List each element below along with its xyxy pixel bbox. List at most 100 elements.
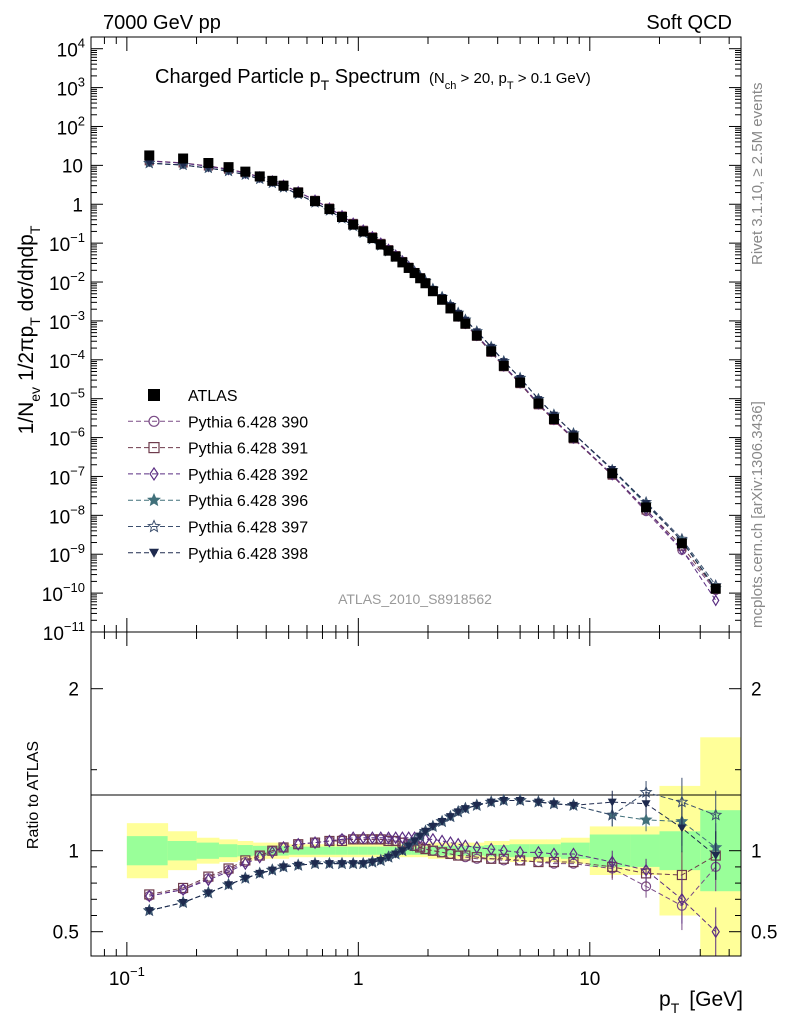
y-tick-label: 10−8: [49, 502, 85, 528]
ratio-point: [376, 831, 385, 845]
header-energy: 7000 GeV pp: [103, 12, 221, 34]
legend-marker: [147, 519, 161, 533]
atlas-point: [390, 251, 401, 262]
atlas-point: [375, 239, 386, 250]
atlas-point: [515, 377, 526, 388]
ratio-point: [203, 889, 213, 898]
legend-label: Pythia 6.428 396: [188, 493, 308, 510]
ratio-point: [204, 873, 213, 887]
ratio-point: [224, 865, 233, 879]
atlas-point: [403, 262, 414, 273]
ratio-y-tick-label-right: 0.5: [751, 923, 777, 944]
atlas-point: [533, 398, 544, 409]
green-band: [446, 845, 455, 856]
ratio-point: [436, 847, 448, 858]
green-band: [437, 845, 447, 856]
ratio-uncertainty-bands: [126, 737, 742, 956]
ratio-point: [445, 848, 456, 860]
green-band: [529, 844, 547, 858]
x-tick-label: 1: [353, 969, 364, 990]
legend-label: Pythia 6.428 391: [188, 441, 308, 458]
legend-label: Pythia 6.428 398: [188, 546, 308, 563]
atlas-point: [178, 153, 189, 164]
ratio-point: [384, 831, 393, 845]
green-band: [630, 834, 660, 867]
ratio-point: [240, 855, 251, 866]
ratio-point: [325, 834, 334, 848]
ratio-point: [709, 808, 723, 821]
legend-marker: [148, 415, 160, 427]
ratio-point: [337, 832, 347, 846]
main-plot-y-ticks: 10410310210110−110−210−310−410−510−610−7…: [42, 36, 741, 645]
ratio-y-tick-label: 0.5: [53, 923, 79, 944]
atlas-point: [358, 226, 369, 237]
ratio-point: [453, 808, 463, 817]
y-tick-label: 10−2: [49, 269, 85, 295]
green-band: [288, 846, 308, 855]
y-tick-label: 10−4: [49, 347, 85, 373]
ratio-point: [294, 837, 303, 851]
ratio-point: [404, 842, 414, 851]
atlas-point: [471, 330, 482, 341]
green-band: [384, 846, 393, 855]
green-band: [484, 845, 499, 857]
green-band: [306, 846, 323, 855]
ratio-point: [428, 832, 438, 846]
green-band: [376, 846, 386, 855]
atlas-point: [415, 273, 426, 284]
atlas-point: [203, 158, 214, 169]
y-tick-label: 10−5: [49, 386, 85, 412]
ratio-point: [677, 892, 687, 906]
ratio-point: [178, 882, 188, 897]
green-band: [237, 845, 254, 857]
atlas-point: [548, 414, 559, 425]
ratio-point: [453, 837, 463, 851]
ratio-point: [549, 800, 559, 809]
atlas-point: [453, 311, 464, 322]
ratio-point: [383, 835, 394, 847]
legend-marker: [148, 389, 160, 401]
legend: ATLAS Pythia 6.428 390 Pythia 6.428 391 Pyt…: [128, 388, 308, 563]
ratio-point: [534, 845, 543, 859]
green-band: [167, 840, 198, 861]
ratio-point: [324, 860, 334, 869]
atlas-point: [293, 187, 304, 198]
y-tick-label: 10−9: [49, 541, 85, 567]
ratio-point: [397, 847, 407, 856]
analysis-watermark: ATLAS_2010_S8918562: [338, 591, 492, 607]
y-tick-label: 102: [57, 113, 85, 139]
green-band: [546, 844, 562, 858]
ratio-point: [224, 881, 234, 890]
legend-label: Pythia 6.428 392: [188, 467, 308, 484]
main-plot-panel: 10410310210110−110−210−310−410−510−610−7…: [15, 36, 742, 645]
ratio-point: [268, 845, 277, 859]
ratio-point: [515, 845, 525, 859]
y-tick-label: 103: [57, 75, 85, 101]
ratio-point: [278, 863, 288, 872]
ratio-point: [568, 856, 579, 868]
ratio-point: [641, 800, 651, 809]
ratio-point: [367, 858, 377, 867]
ratio-point: [267, 866, 277, 875]
mc-point: [145, 160, 154, 168]
atlas-point: [348, 219, 359, 230]
atlas-point: [607, 468, 618, 479]
ratio-point: [711, 925, 720, 939]
ratio-point: [145, 889, 154, 903]
ratio-point: [549, 847, 559, 861]
ratio-plot-ticks: 2 2 1 1 0.5 0.5 10−1 1 10: [53, 632, 777, 990]
plot-title: Charged Particle pT Spectrum (Nch > 20, …: [155, 66, 591, 93]
green-band: [422, 846, 429, 855]
mc-point: [712, 594, 720, 607]
y-tick-label: 10−1: [49, 230, 85, 256]
ratio-point: [391, 831, 400, 845]
rivet-version-label: Rivet 3.1.10, ≥ 2.5M events: [749, 83, 766, 266]
ratio-point: [641, 863, 651, 877]
green-band: [278, 845, 290, 856]
ratio-point: [533, 798, 543, 807]
atlas-point: [568, 432, 579, 443]
green-band: [126, 836, 169, 866]
legend-label: ATLAS: [188, 388, 238, 405]
green-band: [497, 845, 511, 857]
x-tick-label: 10: [579, 969, 600, 990]
